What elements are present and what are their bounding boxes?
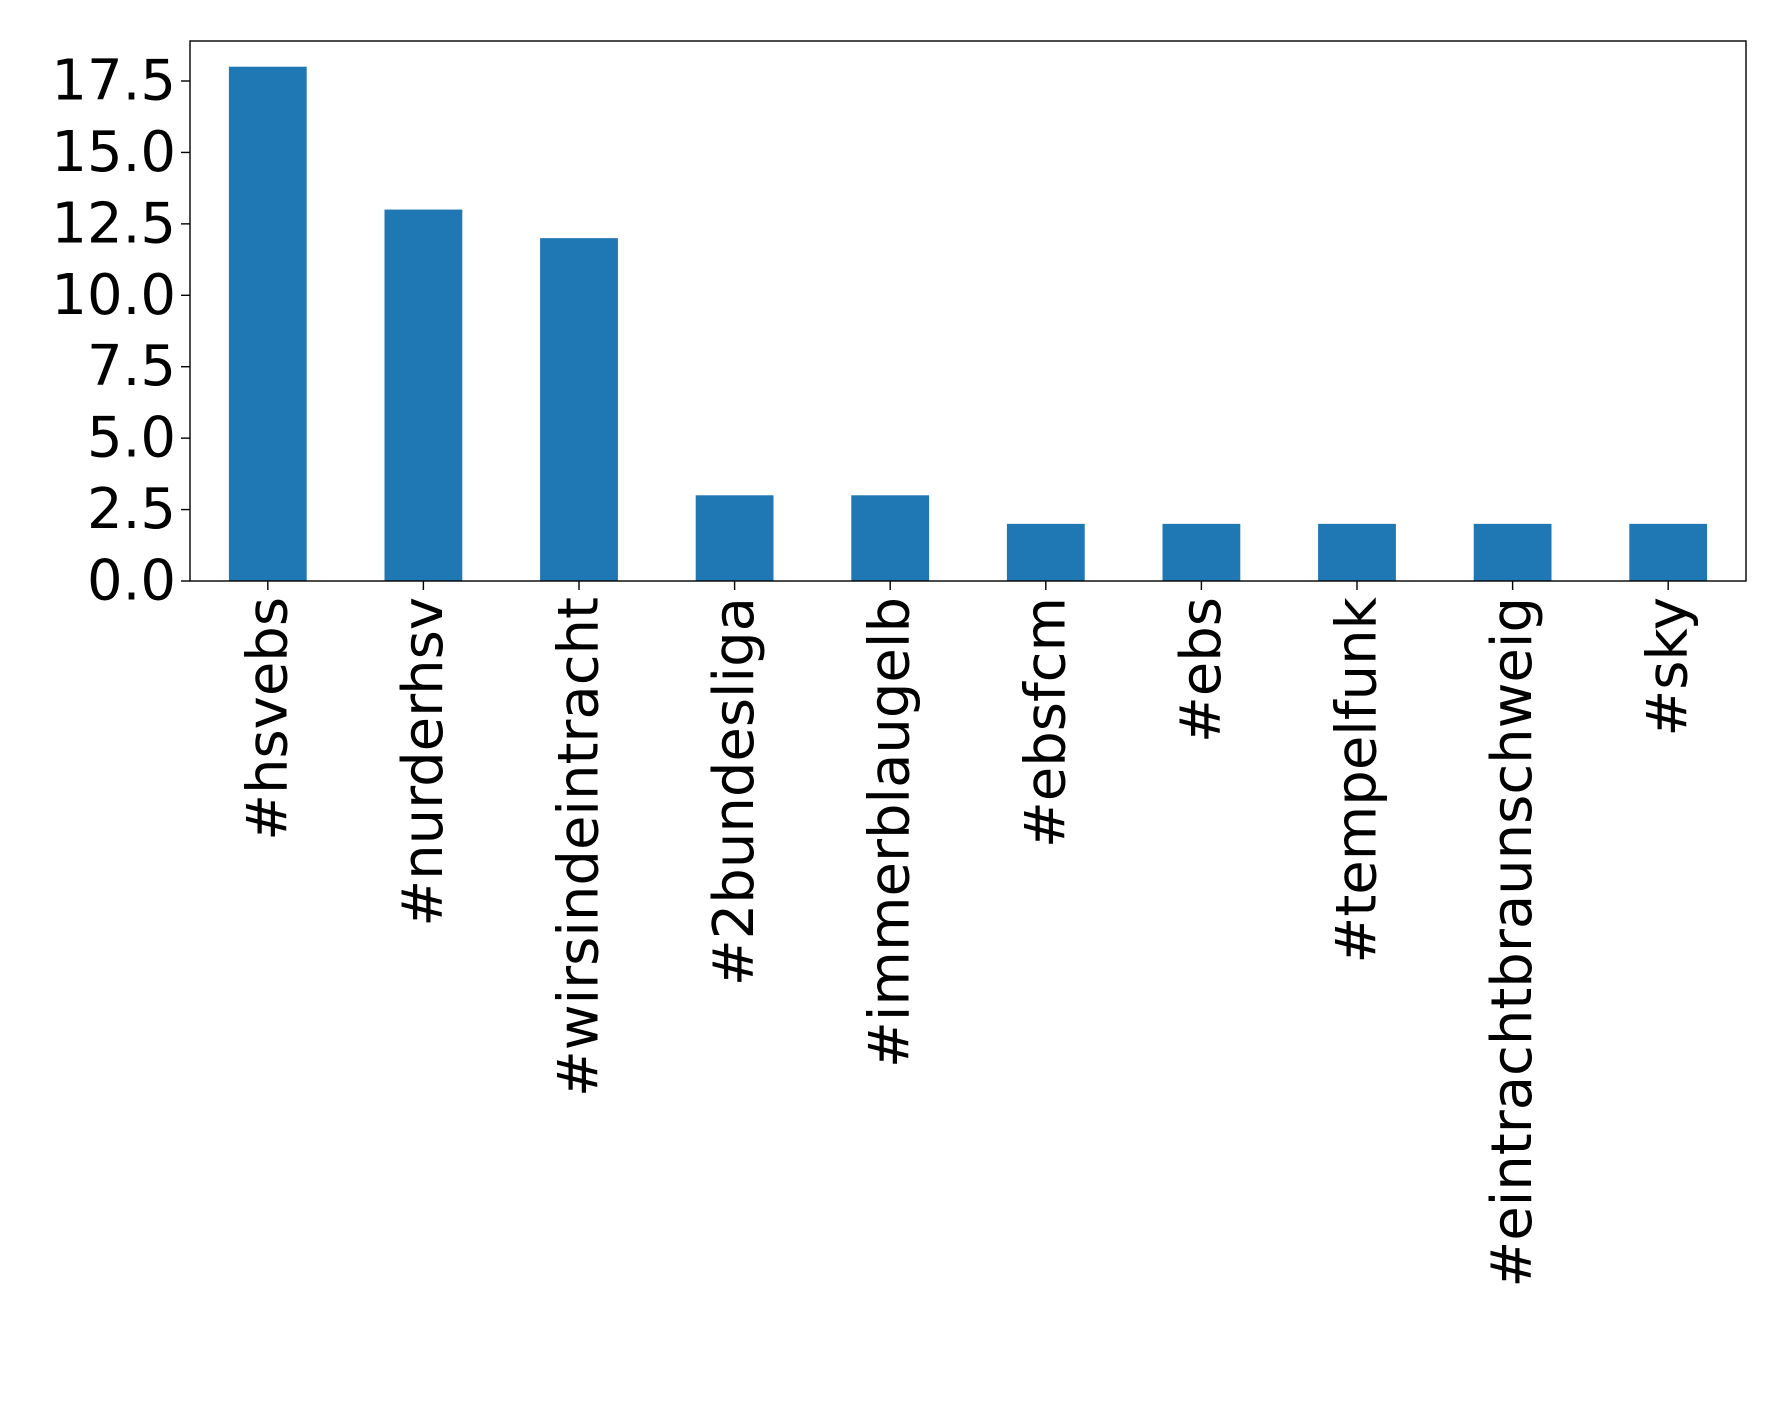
bar-immerblaugelb — [851, 495, 930, 581]
y-tick-label: 7.5 — [87, 334, 176, 399]
y-tick-label: 12.5 — [51, 191, 176, 256]
bar-sky — [1629, 523, 1708, 581]
y-tick-label: 0.0 — [87, 549, 176, 614]
x-axis: #hsvebs #nurderhsv #wirsindeintracht #2bund… — [235, 581, 1701, 1288]
y-axis: 0.0 2.55.0 7.510.0 12.515.017.5 — [51, 49, 190, 614]
bar-ebs — [1162, 523, 1241, 581]
x-tick-label: #eintrachtbraunschweig — [1480, 597, 1545, 1288]
bar-wirsindeintracht — [540, 238, 618, 581]
y-tick-label: 10.0 — [51, 263, 176, 328]
bar-ebsfcm — [1006, 523, 1085, 581]
x-tick-label: #sky — [1636, 597, 1701, 737]
bar-nurderhsv — [384, 209, 463, 581]
y-tick-label: 17.5 — [51, 49, 176, 114]
bar-2bundesliga — [695, 495, 774, 581]
x-tick-label: #hsvebs — [235, 597, 300, 841]
bar-eintrachtbraunschweig — [1473, 523, 1552, 581]
bar-tempelfunk — [1318, 523, 1396, 581]
x-tick-label: #2bundesliga — [702, 597, 767, 986]
x-tick-label: #nurderhsv — [391, 597, 456, 927]
x-tick-label: #tempelfunk — [1325, 596, 1390, 963]
x-tick-label: #immerblaugelb — [858, 597, 923, 1068]
bar-hsvebs — [228, 66, 307, 581]
plot-frame — [189, 40, 1747, 582]
y-tick-label: 15.0 — [51, 120, 176, 185]
bar-series — [228, 66, 1708, 581]
x-tick-label: #wirsindeintracht — [547, 597, 612, 1097]
y-tick-label: 2.5 — [87, 477, 176, 542]
x-tick-label: #ebs — [1169, 597, 1234, 743]
y-tick-label: 5.0 — [87, 406, 176, 471]
x-tick-label: #ebsfcm — [1013, 597, 1078, 848]
